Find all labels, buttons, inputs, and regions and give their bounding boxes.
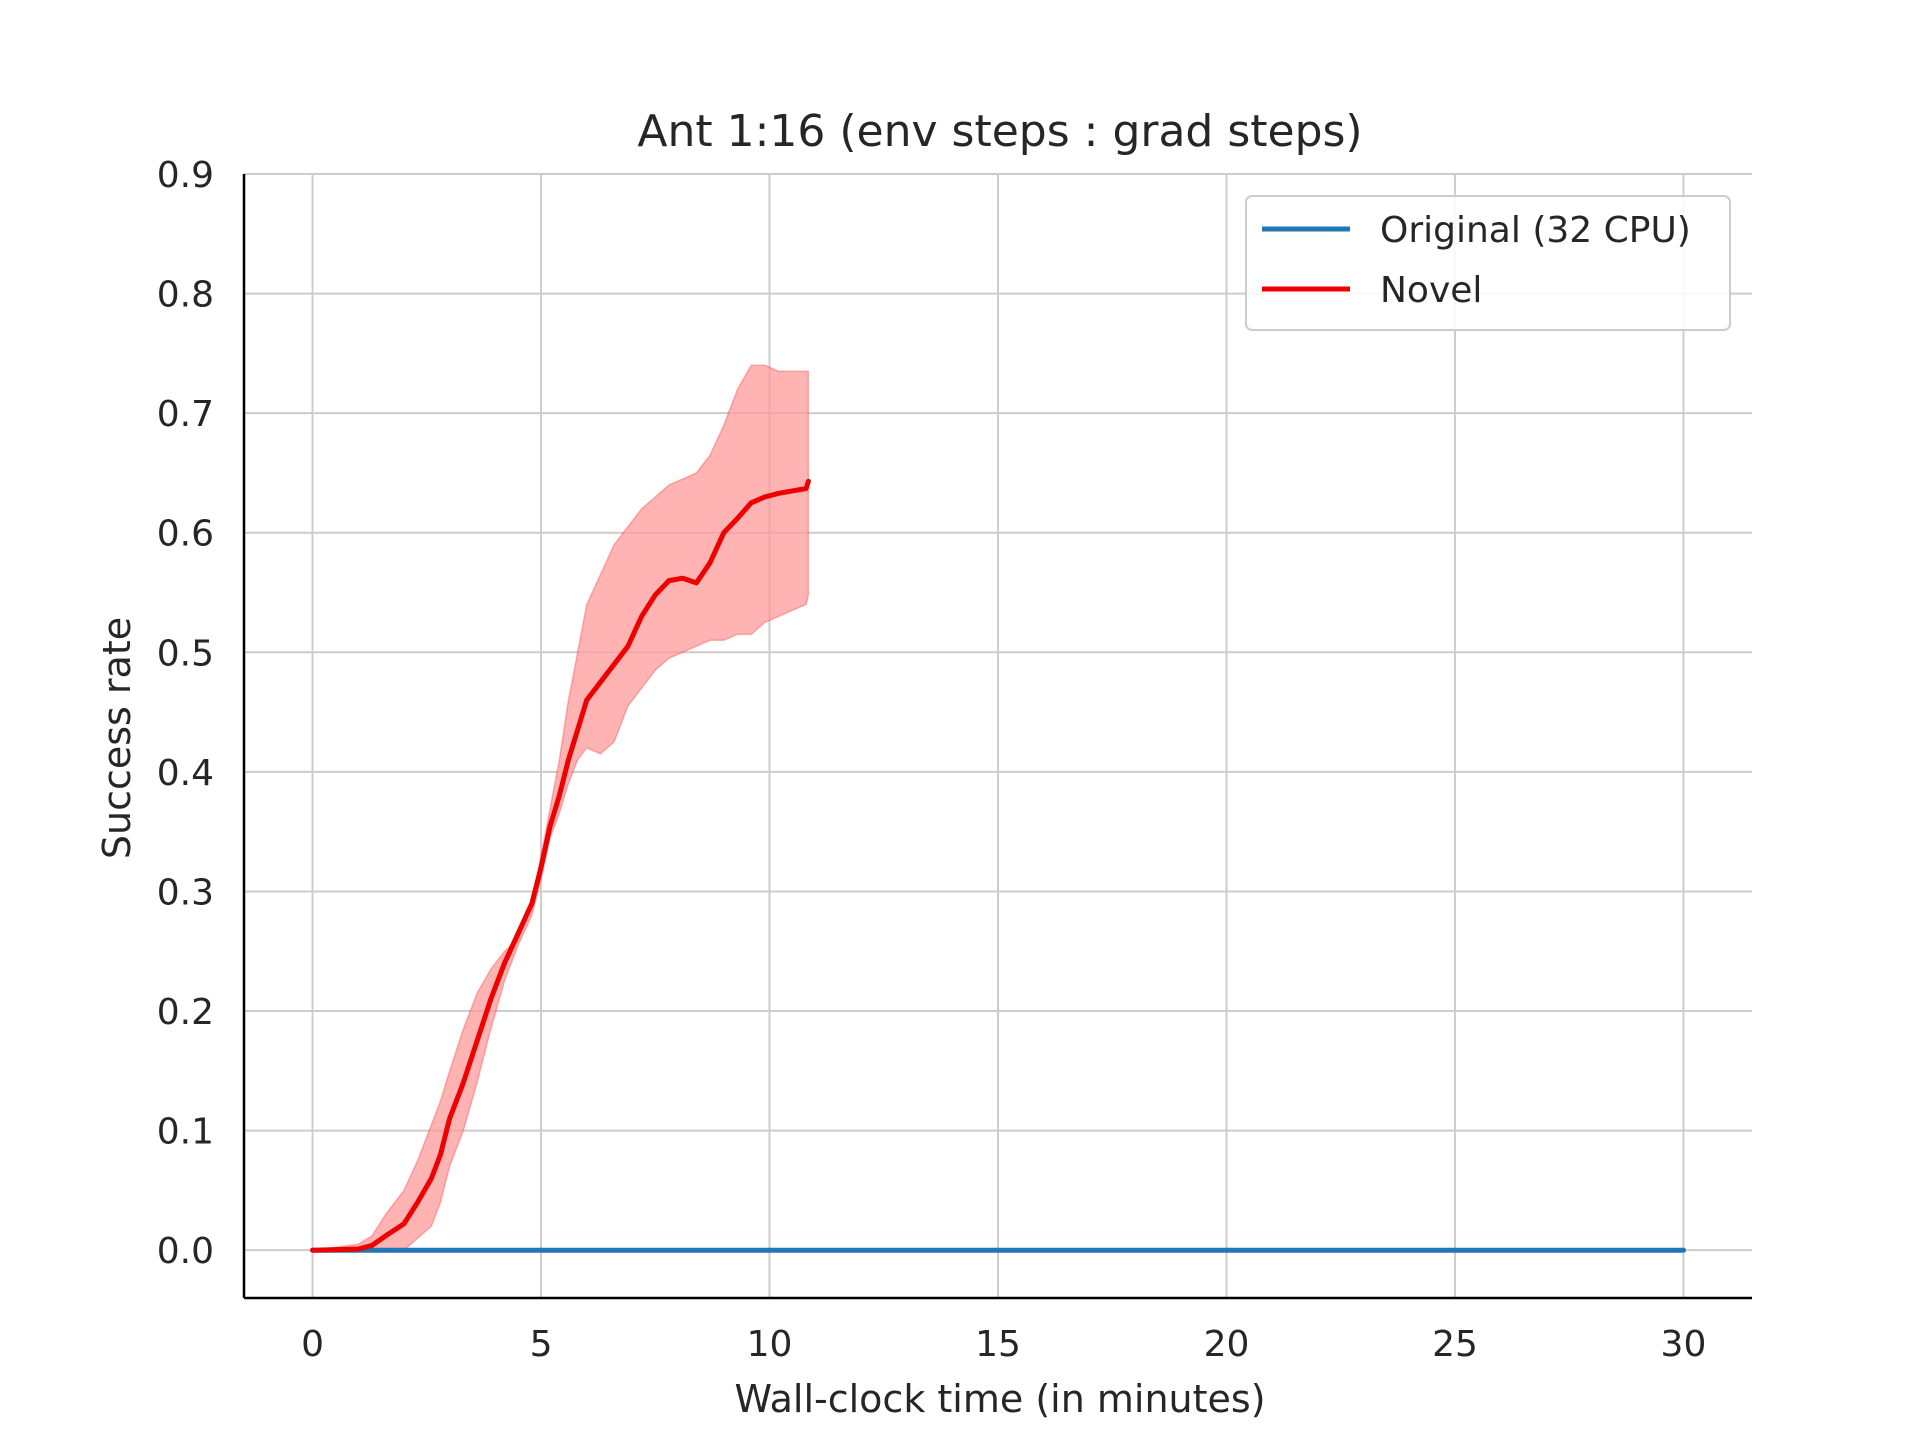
legend-label-original: Original (32 CPU) [1380,210,1691,251]
axes [242,174,1752,1300]
series-line-novel [310,478,811,1253]
y-tick-label: 0.5 [157,633,214,674]
legend-label-novel: Novel [1380,270,1482,311]
legend-frame [1245,195,1731,331]
x-tick-label: 15 [975,1324,1021,1365]
y-tick-label: 0.1 [157,1112,214,1153]
x-tick-label: 30 [1661,1324,1707,1365]
y-tick-label: 0.4 [157,753,214,794]
y-tick-label: 0.9 [157,155,214,196]
y-tick-label: 0.3 [157,872,214,913]
y-tick-label: 0.7 [157,394,214,435]
x-tick-label: 0 [301,1324,324,1365]
x-tick-label: 25 [1432,1324,1478,1365]
chart-title: Ant 1:16 (env steps : grad steps) [637,106,1362,157]
y-tick-label: 0.0 [157,1231,214,1272]
y-tick-label: 0.8 [157,275,214,316]
tick-labels: 0 5 10 15 20 25 30 0.0 0.1 0.2 0.3 0.4 0.5 0.6 0.7 0.8 0… [157,155,1707,1365]
y-tick-label: 0.2 [157,992,214,1033]
x-tick-label: 20 [1204,1324,1250,1365]
y-tick-label: 0.6 [157,514,214,555]
y-axis-title: Success rate [95,617,139,859]
series-lines [310,478,1686,1253]
x-tick-label: 5 [530,1324,553,1365]
x-axis-title: Wall-clock time (in minutes) [734,1377,1265,1421]
x-tick-label: 10 [747,1324,793,1365]
legend: Original (32 CPU) Novel [1245,195,1731,331]
